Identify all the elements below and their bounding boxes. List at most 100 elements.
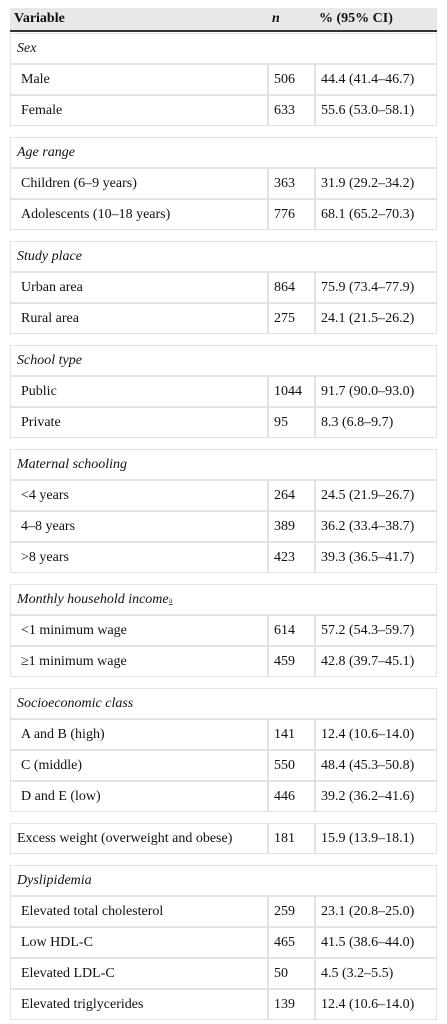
row-n-text: 864 bbox=[274, 279, 295, 295]
row-label-text: <4 years bbox=[21, 487, 69, 503]
header-ci: % (95% CI) bbox=[315, 8, 437, 32]
group-title: Monthly household income a bbox=[10, 584, 437, 615]
group-title: Sex bbox=[10, 33, 437, 64]
group-title-text: Dyslipidemia bbox=[17, 872, 92, 888]
group-title-text: Sex bbox=[17, 40, 37, 56]
row-ci: 39.2 (36.2–41.6) bbox=[315, 781, 437, 812]
row-ci: 12.4 (10.6–14.0) bbox=[315, 719, 437, 750]
row-ci-text: 24.1 (21.5–26.2) bbox=[321, 310, 415, 326]
group-title-text: Maternal schooling bbox=[17, 456, 128, 472]
row-n: 459 bbox=[268, 646, 315, 677]
row-label-text: ≥1 minimum wage bbox=[21, 653, 127, 669]
row-label: Adolescents (10–18 years) bbox=[10, 199, 268, 230]
row-n: 446 bbox=[268, 781, 315, 812]
row-n: 1044 bbox=[268, 376, 315, 407]
row-ci-text: 39.3 (36.5–41.7) bbox=[321, 549, 415, 565]
row-label-text: Children (6–9 years) bbox=[21, 175, 137, 191]
group-title-text: Socioeconomic class bbox=[17, 695, 134, 711]
row-n-text: 50 bbox=[274, 965, 288, 981]
row-n-text: 264 bbox=[274, 487, 295, 503]
footnote-link[interactable]: a bbox=[168, 595, 173, 605]
row-ci-text: 42.8 (39.7–45.1) bbox=[321, 653, 415, 669]
row-n-text: 550 bbox=[274, 757, 295, 773]
row-n: 95 bbox=[268, 407, 315, 438]
row-n: 614 bbox=[268, 615, 315, 646]
header-ci-text: % (95% CI) bbox=[319, 11, 393, 26]
row-label-text: >8 years bbox=[21, 549, 69, 565]
row-n: 776 bbox=[268, 199, 315, 230]
row-label-text: <1 minimum wage bbox=[21, 622, 127, 638]
row-label: Children (6–9 years) bbox=[10, 168, 268, 199]
row-label-text: Male bbox=[21, 71, 50, 87]
row-label: Urban area bbox=[10, 272, 268, 303]
row-label: Private bbox=[10, 407, 268, 438]
row-ci: 15.9 (13.9–18.1) bbox=[315, 823, 437, 854]
row-label-text: Excess weight (overweight and obese) bbox=[17, 830, 233, 846]
row-n: 864 bbox=[268, 272, 315, 303]
row-n-text: 139 bbox=[274, 996, 295, 1012]
group-title-text: Age range bbox=[17, 144, 75, 160]
row-label: Elevated total cholesterol bbox=[10, 896, 268, 927]
row-ci-text: 39.2 (36.2–41.6) bbox=[321, 788, 415, 804]
row-n: 363 bbox=[268, 168, 315, 199]
row-label: Elevated LDL-C bbox=[10, 958, 268, 989]
row-n-text: 633 bbox=[274, 102, 295, 118]
row-label-text: Private bbox=[21, 414, 61, 430]
row-n: 141 bbox=[268, 719, 315, 750]
row-label-text: Elevated LDL-C bbox=[21, 965, 115, 981]
group-title: Maternal schooling bbox=[10, 449, 437, 480]
row-n: 50 bbox=[268, 958, 315, 989]
row-label-text: A and B (high) bbox=[21, 726, 105, 742]
row-label-text: Female bbox=[21, 102, 63, 118]
row-n: 264 bbox=[268, 480, 315, 511]
row-label: Male bbox=[10, 64, 268, 95]
row-n-text: 95 bbox=[274, 414, 288, 430]
row-ci: 23.1 (20.8–25.0) bbox=[315, 896, 437, 927]
row-ci-text: 91.7 (90.0–93.0) bbox=[321, 383, 415, 399]
row-ci-text: 15.9 (13.9–18.1) bbox=[321, 830, 415, 846]
group-title: School type bbox=[10, 345, 437, 376]
row-ci-text: 55.6 (53.0–58.1) bbox=[321, 102, 415, 118]
row-n-text: 776 bbox=[274, 206, 295, 222]
row-label-text: C (middle) bbox=[21, 757, 83, 773]
row-ci: 44.4 (41.4–46.7) bbox=[315, 64, 437, 95]
row-label-text: 4–8 years bbox=[21, 518, 76, 534]
group-title: Age range bbox=[10, 137, 437, 168]
row-n-text: 614 bbox=[274, 622, 295, 638]
row-ci: 41.5 (38.6–44.0) bbox=[315, 927, 437, 958]
row-n: 423 bbox=[268, 542, 315, 573]
row-ci-text: 68.1 (65.2–70.3) bbox=[321, 206, 415, 222]
row-n-text: 181 bbox=[274, 830, 295, 846]
group-title-text: Monthly household income bbox=[17, 591, 169, 607]
row-label-text: Elevated triglycerides bbox=[21, 996, 144, 1012]
row-label: Low HDL-C bbox=[10, 927, 268, 958]
row-ci: 55.6 (53.0–58.1) bbox=[315, 95, 437, 126]
row-label-text: Adolescents (10–18 years) bbox=[21, 206, 171, 222]
row-n-text: 275 bbox=[274, 310, 295, 326]
row-label: Elevated triglycerides bbox=[10, 989, 268, 1020]
row-label: <4 years bbox=[10, 480, 268, 511]
row-ci: 12.4 (10.6–14.0) bbox=[315, 989, 437, 1020]
row-ci-text: 12.4 (10.6–14.0) bbox=[321, 996, 415, 1012]
row-ci: 4.5 (3.2–5.5) bbox=[315, 958, 437, 989]
row-n: 389 bbox=[268, 511, 315, 542]
row-n-text: 141 bbox=[274, 726, 295, 742]
row-label: Excess weight (overweight and obese) bbox=[10, 823, 268, 854]
header-n: n bbox=[268, 8, 315, 32]
row-ci: 8.3 (6.8–9.7) bbox=[315, 407, 437, 438]
row-label-text: Rural area bbox=[21, 310, 79, 326]
row-label: Public bbox=[10, 376, 268, 407]
group-title-text: School type bbox=[17, 352, 82, 368]
row-label-text: Elevated total cholesterol bbox=[21, 903, 164, 919]
row-n-text: 459 bbox=[274, 653, 295, 669]
row-n: 275 bbox=[268, 303, 315, 334]
row-n-text: 363 bbox=[274, 175, 295, 191]
row-label-text: D and E (low) bbox=[21, 788, 101, 804]
group-title: Study place bbox=[10, 241, 437, 272]
row-ci-text: 44.4 (41.4–46.7) bbox=[321, 71, 415, 87]
row-ci-text: 4.5 (3.2–5.5) bbox=[321, 965, 394, 981]
row-label: 4–8 years bbox=[10, 511, 268, 542]
row-ci: 36.2 (33.4–38.7) bbox=[315, 511, 437, 542]
row-label: ≥1 minimum wage bbox=[10, 646, 268, 677]
